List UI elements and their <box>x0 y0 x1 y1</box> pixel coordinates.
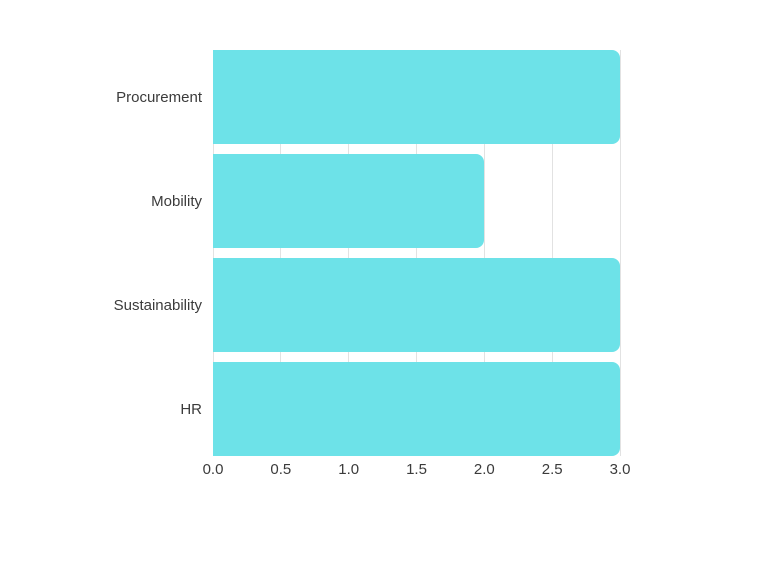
x-tick-label: 1.0 <box>338 461 360 478</box>
gridline <box>483 50 485 456</box>
gridline <box>348 50 350 456</box>
category-axis-labels: Procurement Mobility Sustainability HR <box>0 50 202 456</box>
bar-procurement <box>213 50 620 144</box>
x-tick-label: 0.0 <box>202 461 224 478</box>
bar-mobility <box>213 154 485 248</box>
x-axis-tick-labels: 0.0 0.5 1.0 1.5 2.0 2.5 3.0 <box>0 461 768 481</box>
gridline <box>280 50 282 456</box>
bars <box>213 50 620 456</box>
bar-sustainability <box>213 258 620 352</box>
x-tick-label: 2.0 <box>473 461 495 478</box>
gridline <box>212 50 214 456</box>
gridline <box>416 50 417 456</box>
category-label: Procurement <box>116 88 202 106</box>
bar-hr <box>213 362 620 456</box>
gridline <box>551 50 553 456</box>
gridline <box>619 50 621 456</box>
plot-area <box>212 50 621 456</box>
category-label: HR <box>180 400 202 418</box>
x-tick-label: 3.0 <box>609 461 631 478</box>
x-tick-label: 1.5 <box>406 461 427 478</box>
x-tick-label: 0.5 <box>270 461 292 478</box>
category-label: Mobility <box>151 192 202 210</box>
x-tick-label: 2.5 <box>541 461 563 478</box>
category-label: Sustainability <box>113 296 202 314</box>
